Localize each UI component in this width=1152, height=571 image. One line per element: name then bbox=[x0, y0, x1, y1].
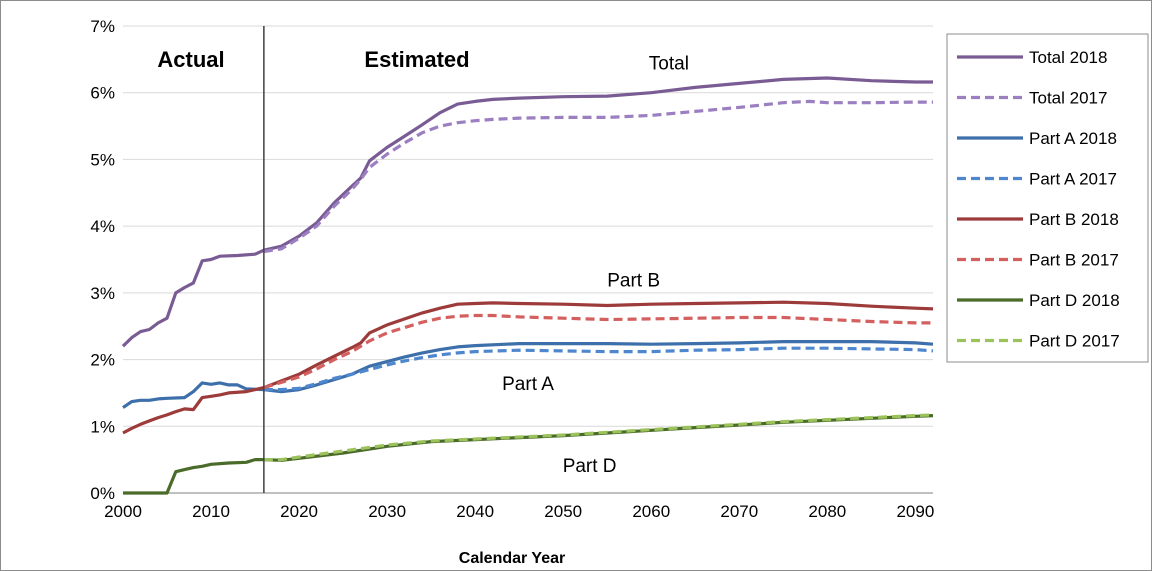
annotation-label: Part D bbox=[563, 456, 617, 477]
y-tick-label: 6% bbox=[90, 84, 115, 103]
y-tick-label: 0% bbox=[90, 484, 115, 503]
x-tick-label: 2070 bbox=[720, 502, 758, 521]
x-tick-label: 2060 bbox=[632, 502, 670, 521]
legend-label: Part D 2017 bbox=[1029, 332, 1120, 351]
series-lines bbox=[121, 76, 934, 495]
legend-box bbox=[946, 33, 1149, 363]
legend-label: Part B 2017 bbox=[1029, 251, 1119, 270]
legend-label: Total 2018 bbox=[1029, 48, 1107, 67]
y-tick-label: 4% bbox=[90, 217, 115, 236]
legend-label: Part A 2018 bbox=[1029, 129, 1117, 148]
y-axis-tick-labels: 0% 1% 2% 3% 4% 5% 6% 7% bbox=[90, 17, 115, 503]
y-tick-label: 2% bbox=[90, 351, 115, 370]
legend-label: Total 2017 bbox=[1029, 89, 1107, 108]
legend-label: Part B 2018 bbox=[1029, 210, 1119, 229]
annotation-label: Part A bbox=[502, 374, 554, 395]
x-tick-label: 2000 bbox=[104, 502, 142, 521]
series-line-part-b-2018 bbox=[122, 300, 934, 435]
gridlines bbox=[123, 25, 933, 427]
x-axis-tick-labels: 2000 2010 2020 2030 2040 2050 2060 2070 2080 2090 bbox=[104, 502, 934, 521]
y-tick-label: 7% bbox=[90, 17, 115, 36]
x-tick-label: 2020 bbox=[280, 502, 318, 521]
annotation-label: Part B bbox=[607, 271, 660, 292]
series-line-total-2017 bbox=[263, 99, 933, 254]
legend-label: Part D 2018 bbox=[1029, 291, 1120, 310]
estimated-label: Estimated bbox=[364, 47, 469, 72]
series-line-part-b-2017 bbox=[263, 313, 933, 390]
series-line-part-d-2018 bbox=[123, 414, 934, 495]
y-tick-label: 3% bbox=[90, 284, 115, 303]
legend: Total 2018 Total 2017 Part A 2018 Part A 20… bbox=[946, 33, 1149, 363]
x-tick-label: 2010 bbox=[192, 502, 230, 521]
series-line-part-d-2017 bbox=[263, 413, 934, 462]
x-tick-label: 2080 bbox=[808, 502, 846, 521]
x-tick-label: 2030 bbox=[368, 502, 406, 521]
series-line-part-a-2018 bbox=[122, 340, 934, 409]
y-tick-label: 5% bbox=[90, 150, 115, 169]
x-tick-label: 2050 bbox=[544, 502, 582, 521]
x-tick-label: 2040 bbox=[456, 502, 494, 521]
x-tick-label: 2090 bbox=[896, 502, 934, 521]
legend-label: Part A 2017 bbox=[1029, 170, 1117, 189]
annotation-label: Total bbox=[649, 54, 689, 75]
actual-label: Actual bbox=[157, 47, 224, 72]
y-tick-label: 1% bbox=[90, 417, 115, 436]
x-axis-title: Calendar Year bbox=[459, 550, 565, 567]
series-annotations: Total Part B Part A Part D bbox=[502, 54, 689, 477]
